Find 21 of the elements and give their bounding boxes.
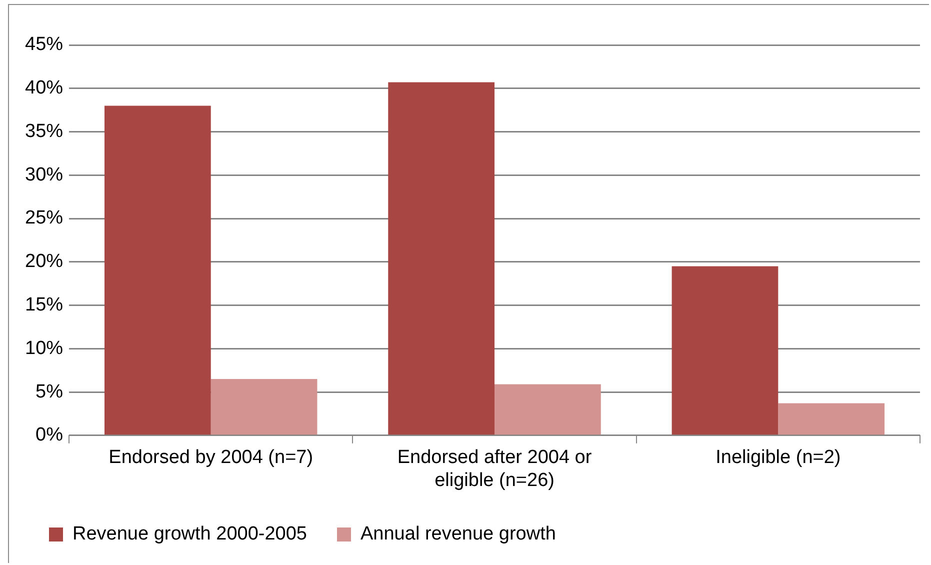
bar [388, 82, 495, 435]
x-tick-label: Endorsed by 2004 (n=7) [108, 447, 314, 468]
bar [778, 403, 885, 435]
y-tick-label: 15% [24, 294, 64, 316]
y-tick-label: 5% [36, 381, 64, 402]
legend-label: Annual revenue growth [360, 524, 556, 545]
y-tick-label: 25% [24, 208, 64, 229]
x-tick-label: Endorsed after 2004 or eligible (n=26) [397, 447, 592, 491]
y-tick-label: 30% [24, 164, 64, 186]
y-tick-label: 0% [36, 424, 64, 446]
bar [210, 379, 318, 435]
y-tick-label: 20% [24, 251, 64, 272]
x-tick-label: Ineligible (n=2) [716, 447, 841, 468]
y-tick-label: 35% [24, 120, 64, 142]
bar [494, 384, 601, 435]
bar [672, 266, 778, 435]
legend-label: Revenue growth 2000-2005 [72, 524, 308, 545]
bar [104, 106, 211, 435]
y-tick-label: 10% [24, 338, 64, 359]
y-tick-label: 45% [24, 34, 64, 56]
y-tick-label: 40% [24, 78, 64, 99]
